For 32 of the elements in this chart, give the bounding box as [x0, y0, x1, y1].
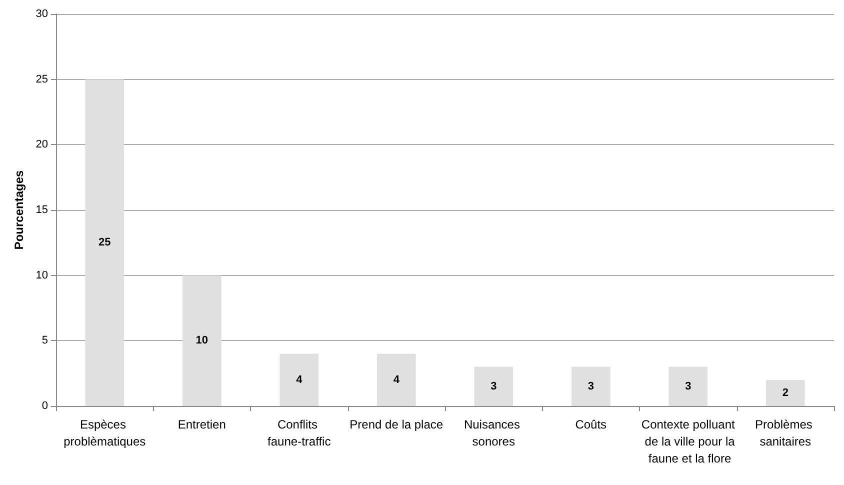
- x-tick-label: Coûts: [575, 418, 607, 432]
- y-axis-title: Pourcentages: [12, 170, 26, 250]
- x-tick-label: Conflits faune-traffic: [268, 418, 331, 448]
- data-label: 4: [393, 374, 400, 386]
- y-tick-label: 30: [36, 8, 48, 20]
- bar: [85, 79, 124, 406]
- bar: [182, 275, 222, 406]
- x-tick-label: Entretien: [178, 418, 226, 432]
- data-label: 10: [196, 334, 208, 347]
- data-label: 3: [490, 380, 497, 392]
- bar: [474, 366, 514, 406]
- data-label: 4: [296, 374, 304, 386]
- x-tick-label: Contexte polluant de la ville pour la faune et la flore: [641, 418, 736, 466]
- x-tick-label: Prend de la place: [350, 418, 444, 432]
- bar: [571, 366, 610, 406]
- bar: [280, 354, 319, 406]
- data-label: 2: [782, 386, 788, 399]
- bar: [668, 366, 708, 406]
- x-tick-label: Nuisances sonores: [464, 418, 524, 448]
- x-tick-label: Problèmes sanitaires: [755, 418, 816, 448]
- data-label: 3: [588, 380, 594, 392]
- y-tick-label: 5: [42, 334, 48, 347]
- bar: [766, 380, 805, 406]
- x-tick-label: Espèces problèmatiques: [64, 418, 146, 448]
- y-tick-label: 0: [42, 400, 48, 412]
- y-tick-label: 10: [36, 269, 48, 282]
- data-label: 3: [685, 380, 692, 392]
- y-tick-label: 25: [36, 73, 48, 86]
- bar: [376, 354, 416, 406]
- data-label: 25: [98, 236, 111, 249]
- y-tick-label: 15: [36, 204, 48, 216]
- y-tick-label: 20: [36, 138, 48, 151]
